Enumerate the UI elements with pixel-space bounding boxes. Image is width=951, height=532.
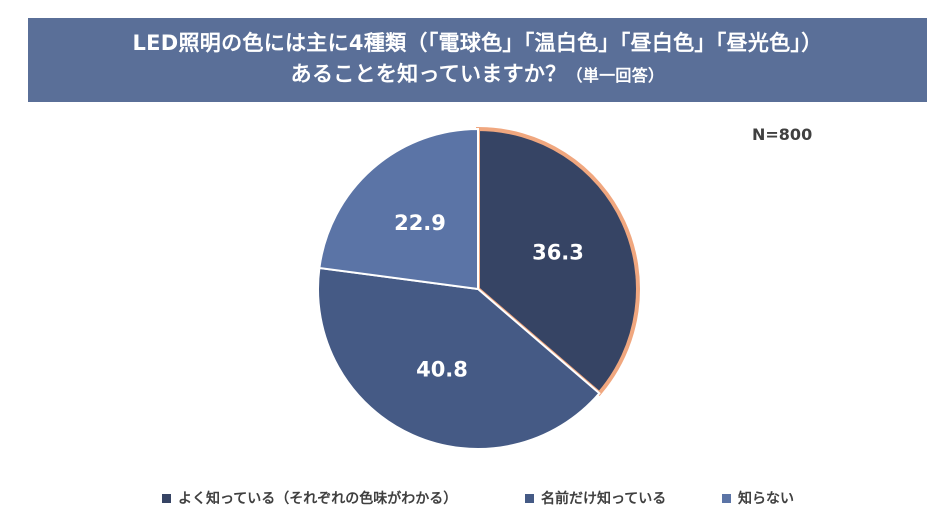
title-banner: LED照明の色には主に4種類（「電球色」「温白色」「昼白色」「昼光色」） あるこ… <box>28 18 927 102</box>
pie-slice-label-0: 36.3 <box>532 240 584 264</box>
pie-slice-label-2: 22.9 <box>394 211 446 235</box>
pie-slice-label-1: 40.8 <box>416 357 468 381</box>
chart-title-answer-type: （単一回答） <box>566 66 665 85</box>
legend-label-0: よく知っている（それぞれの色味がわかる） <box>178 491 458 507</box>
pie-slice-1 <box>316 266 601 450</box>
chart-title-line-1: LED照明の色には主に4種類（「電球色」「温白色」「昼白色」「昼光色」） <box>132 31 823 55</box>
legend-swatch-0 <box>162 493 171 503</box>
sample-size-label: N=800 <box>752 125 813 144</box>
legend-item-1: 名前だけ知っている <box>525 488 666 508</box>
legend-swatch-2 <box>722 493 731 503</box>
legend-swatch-1 <box>525 493 534 503</box>
pie-slice-highlight-outline <box>476 126 640 397</box>
legend-item-2: 知らない <box>722 488 794 508</box>
chart-title-question: あることを知っていますか？ <box>290 62 567 86</box>
legend-label-1: 名前だけ知っている <box>541 491 667 507</box>
chart-legend: よく知っている（それぞれの色味がわかる） 名前だけ知っている 知らない <box>0 488 951 512</box>
legend-item-0: よく知っている（それぞれの色味がわかる） <box>162 488 457 508</box>
legend-label-2: 知らない <box>738 491 794 507</box>
chart-title-line-2: あることを知っていますか？（単一回答） <box>28 59 927 91</box>
pie-slice-2 <box>318 127 479 291</box>
